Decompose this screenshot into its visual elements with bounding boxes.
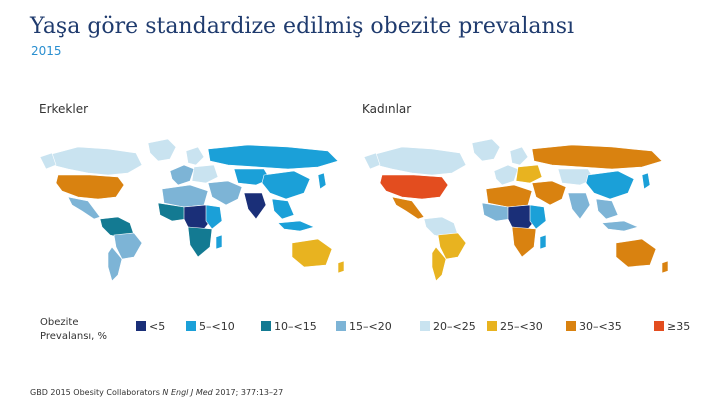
legend-label: 20–<25 — [433, 320, 476, 333]
china — [261, 170, 311, 200]
scandinavia — [185, 146, 205, 166]
europe-east — [191, 164, 219, 184]
europe-west — [169, 164, 195, 186]
legend-item-gte35: ≥35 — [654, 320, 690, 334]
madagascar — [539, 234, 547, 250]
east-africa — [529, 204, 547, 230]
india — [567, 192, 591, 220]
mexico — [67, 196, 101, 220]
madagascar — [215, 234, 223, 250]
legend-label: 15–<20 — [349, 320, 392, 333]
indonesia — [601, 220, 639, 232]
page-subtitle: 2015 — [31, 44, 62, 58]
southern-africa — [511, 226, 537, 258]
citation-details: 2017; 377:13–27 — [212, 388, 284, 397]
men-obesity-map — [39, 138, 345, 282]
brazil — [437, 232, 467, 260]
southern-africa — [187, 226, 213, 258]
australia — [615, 238, 657, 268]
south-america-south — [107, 246, 123, 282]
europe-west — [493, 164, 519, 186]
middle-east — [207, 180, 243, 206]
legend-label: 25–<30 — [500, 320, 543, 333]
citation-authors: GBD 2015 Obesity Collaborators — [30, 388, 163, 397]
scandinavia — [509, 146, 529, 166]
china — [585, 170, 635, 200]
legend-item-lt5: <5 — [136, 320, 165, 334]
russia — [207, 144, 339, 170]
legend-swatch — [136, 321, 146, 331]
legend-item-10-15: 10–<15 — [261, 320, 317, 334]
legend-item-5-10: 5–<10 — [186, 320, 235, 334]
legend-swatch — [186, 321, 196, 331]
legend-swatch — [654, 321, 664, 331]
north-africa — [161, 184, 209, 208]
legend-label: 30–<35 — [579, 320, 622, 333]
middle-east — [531, 180, 567, 206]
legend-swatch — [261, 321, 271, 331]
south-america-south — [431, 246, 447, 282]
legend-item-30-35: 30–<35 — [566, 320, 622, 334]
legend-swatch — [487, 321, 497, 331]
australia — [291, 238, 333, 268]
legend-swatch — [420, 321, 430, 331]
southeast-asia — [271, 198, 295, 220]
legend-label: 5–<10 — [199, 320, 235, 333]
north-africa — [485, 184, 533, 208]
mexico — [391, 196, 425, 220]
east-africa — [205, 204, 223, 230]
legend-item-25-30: 25–<30 — [487, 320, 543, 334]
legend-label: ≥35 — [667, 320, 691, 333]
india — [243, 192, 267, 220]
women-obesity-map — [363, 138, 669, 282]
alaska — [39, 152, 57, 170]
japan — [317, 172, 327, 190]
new-zealand — [337, 260, 345, 274]
brazil — [113, 232, 143, 260]
canada — [371, 146, 467, 176]
canada — [47, 146, 143, 176]
legend-item-20-25: 20–<25 — [420, 320, 476, 334]
europe-east — [515, 164, 543, 184]
legend-swatch — [336, 321, 346, 331]
legend-label: 10–<15 — [274, 320, 317, 333]
men-map-label: Erkekler — [39, 102, 89, 116]
greenland — [471, 138, 501, 162]
legend-title: Obezite Prevalansı, % — [40, 317, 108, 342]
greenland — [147, 138, 177, 162]
women-map-label: Kadınlar — [362, 102, 412, 116]
citation-journal: N Engl J Med — [162, 388, 213, 397]
legend-swatch — [566, 321, 576, 331]
new-zealand — [661, 260, 669, 274]
legend-label: <5 — [149, 320, 166, 333]
legend-item-15-20: 15–<20 — [336, 320, 392, 334]
alaska — [363, 152, 381, 170]
citation: GBD 2015 Obesity Collaborators N Engl J … — [30, 388, 283, 397]
west-africa — [481, 202, 511, 222]
indonesia — [277, 220, 315, 232]
japan — [641, 172, 651, 190]
west-africa — [157, 202, 187, 222]
usa — [379, 174, 449, 200]
russia — [531, 144, 663, 170]
usa — [55, 174, 125, 200]
southeast-asia — [595, 198, 619, 220]
page-title: Yaşa göre standardize edilmiş obezite pr… — [30, 14, 575, 39]
